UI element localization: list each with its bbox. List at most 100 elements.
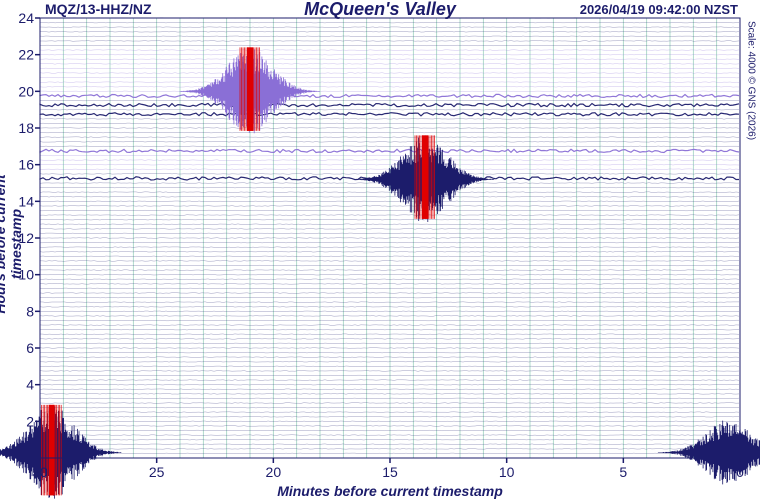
trace-line-68	[39, 141, 740, 143]
trace-line-38	[39, 278, 740, 280]
trace-line-69	[39, 136, 740, 138]
trace-line-44	[39, 251, 740, 253]
trace-line-91	[39, 35, 740, 37]
trace-line-37	[39, 283, 740, 285]
trace-line-43	[39, 255, 739, 257]
trace-line-21	[39, 356, 740, 358]
trace-line-63	[39, 164, 740, 166]
trace-line-78	[39, 93, 740, 99]
trace-line-3	[39, 439, 740, 441]
page-title: McQueen's Valley	[304, 0, 456, 19]
trace-line-6	[39, 425, 740, 427]
trace-line-75	[39, 109, 740, 111]
trace-line-35	[39, 292, 740, 294]
trace-line-64	[39, 159, 740, 161]
trace-line-52	[39, 214, 740, 216]
trace-line-14	[39, 388, 740, 390]
event-clip-bar-0	[247, 47, 253, 131]
y-tick-label-20: 20	[18, 83, 34, 99]
trace-line-81	[39, 81, 740, 83]
trace-line-12	[39, 397, 740, 400]
x-tick-label-20: 20	[266, 464, 282, 480]
trace-line-77	[39, 99, 740, 102]
trace-line-53	[39, 209, 740, 212]
trace-line-54	[39, 205, 740, 207]
trace-line-16	[39, 379, 740, 381]
trace-line-73	[39, 118, 739, 120]
y-tick-label-16: 16	[18, 157, 34, 173]
y-tick-label-12: 12	[18, 230, 34, 246]
trace-line-62	[39, 168, 740, 170]
trace-line-28	[39, 324, 740, 326]
trace-line-85	[39, 63, 740, 65]
trace-line-24	[39, 342, 740, 345]
trace-line-33	[39, 301, 739, 303]
trace-line-93	[39, 26, 739, 28]
trace-line-41	[39, 264, 740, 267]
y-tick-label-14: 14	[18, 193, 34, 209]
trace-line-74	[39, 111, 740, 117]
y-tick-label-18: 18	[18, 120, 34, 136]
x-tick-label-5: 5	[619, 464, 627, 480]
y-tick-label-22: 22	[18, 47, 34, 63]
trace-line-36	[39, 287, 740, 290]
y-tick-label-8: 8	[26, 303, 34, 319]
trace-line-86	[39, 58, 740, 60]
trace-line-84	[39, 67, 740, 70]
trace-line-40	[39, 269, 740, 271]
trace-line-51	[39, 219, 740, 221]
y-tick-label-4: 4	[26, 377, 34, 393]
trace-line-29	[39, 319, 739, 322]
x-tick-label-30: 30	[32, 464, 48, 480]
trace-line-31	[39, 310, 740, 312]
trace-line-48	[39, 232, 740, 235]
trace-line-71	[39, 127, 740, 129]
trace-line-87	[39, 54, 740, 56]
trace-line-34	[39, 296, 740, 299]
trace-line-70	[39, 131, 740, 134]
trace-line-55	[39, 200, 740, 202]
y-tick-label-24: 24	[18, 10, 34, 26]
trace-line-56	[39, 196, 740, 198]
trace-line-5	[39, 429, 740, 432]
y-tick-label-10: 10	[18, 267, 34, 283]
trace-line-92	[39, 31, 740, 33]
event-waveforms	[0, 47, 760, 499]
trace-line-49	[39, 228, 740, 230]
trace-line-42	[39, 260, 740, 262]
trace-line-76	[39, 102, 740, 108]
trace-line-1	[39, 448, 740, 450]
trace-line-90	[39, 40, 740, 42]
trace-line-7	[39, 420, 740, 422]
trace-line-58	[39, 186, 740, 189]
trace-line-82	[39, 76, 740, 79]
trace-line-27	[39, 329, 739, 331]
trace-line-22	[39, 351, 740, 354]
trace-line-45	[39, 246, 739, 248]
y-tick-label-6: 6	[26, 340, 34, 356]
trace-line-57	[39, 191, 740, 193]
trace-line-89	[39, 44, 740, 47]
trace-line-47	[39, 237, 740, 239]
station-code: MQZ/13-HHZ/NZ	[45, 1, 152, 17]
trace-line-17	[39, 374, 740, 377]
event-clip-bar-2	[48, 404, 55, 496]
trace-line-4	[39, 434, 740, 436]
trace-line-79	[39, 90, 740, 92]
trace-line-18	[39, 370, 740, 372]
trace-line-83	[39, 72, 740, 74]
trace-line-20	[39, 361, 740, 363]
trace-line-10	[39, 406, 739, 409]
event-waveform-3	[657, 420, 760, 485]
event-clip-bar-1	[422, 135, 428, 219]
trace-line-11	[39, 402, 740, 404]
timestamp: 2026/04/19 09:42:00 NZST	[579, 2, 738, 17]
y-tick-label-2: 2	[26, 413, 34, 429]
trace-line-94	[39, 21, 740, 24]
x-tick-label-15: 15	[382, 464, 398, 480]
plot-axes	[35, 17, 741, 463]
trace-line-23	[39, 347, 740, 349]
event-waveform-2	[0, 406, 122, 499]
